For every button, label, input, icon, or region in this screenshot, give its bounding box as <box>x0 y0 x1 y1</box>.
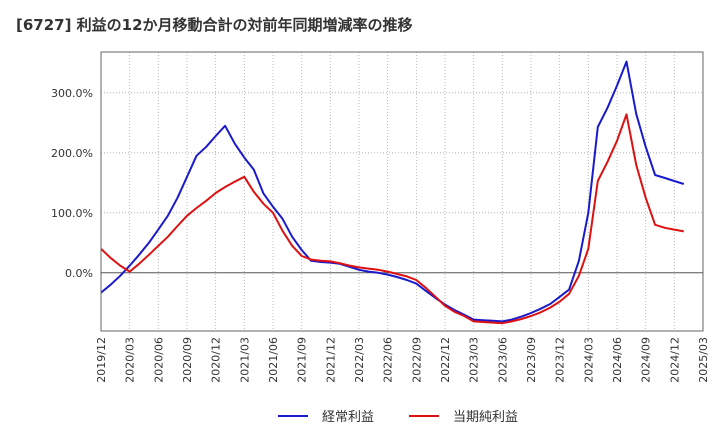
x-tick-label: 2024/12 <box>668 337 681 383</box>
plot-frame <box>100 51 704 332</box>
y-axis-ticks: 0.0% 100.0% 200.0% 300.0% <box>51 87 93 280</box>
x-tick-label: 2020/09 <box>181 337 194 383</box>
x-tick-label: 2023/03 <box>468 337 481 383</box>
legend: 経常利益 当期純利益 <box>278 410 518 425</box>
x-tick-label: 2021/06 <box>267 337 280 383</box>
x-tick-label: 2022/12 <box>439 337 452 383</box>
x-tick-label: 2019/12 <box>95 337 108 383</box>
chart-title: [6727] 利益の12か月移動合計の対前年同期増減率の推移 <box>16 16 413 34</box>
grid-layer <box>100 52 704 331</box>
x-tick-label: 2023/12 <box>554 337 567 383</box>
x-tick-label: 2020/06 <box>152 337 165 383</box>
x-tick-label: 2023/06 <box>496 337 509 383</box>
x-tick-label: 2022/06 <box>382 337 395 383</box>
legend-label: 当期純利益 <box>453 410 518 425</box>
x-tick-label: 2024/03 <box>582 337 595 383</box>
x-tick-label: 2021/12 <box>324 337 337 383</box>
y-tick-label: 200.0% <box>51 147 93 160</box>
y-tick-label: 100.0% <box>51 207 93 220</box>
x-tick-label: 2024/06 <box>611 337 624 383</box>
x-tick-label: 2020/12 <box>210 337 223 383</box>
series-layer <box>100 60 685 325</box>
x-tick-label: 2021/09 <box>296 337 309 383</box>
series-line-toki-jun-rieki <box>100 113 684 325</box>
x-tick-label: 2024/09 <box>640 337 653 383</box>
x-tick-label: 2022/09 <box>410 337 423 383</box>
series-line-keijo-rieki <box>100 60 685 323</box>
legend-label: 経常利益 <box>322 410 374 425</box>
x-tick-label: 2023/09 <box>525 337 538 383</box>
y-tick-label: 300.0% <box>51 87 93 100</box>
x-tick-label: 2021/03 <box>238 337 251 383</box>
x-tick-label: 2025/03 <box>697 337 710 383</box>
x-tick-label: 2022/03 <box>353 337 366 383</box>
x-tick-label: 2020/03 <box>124 337 137 383</box>
x-axis-ticks: 2019/12 2020/03 2020/06 2020/09 2020/12 2021/… <box>95 337 710 383</box>
y-tick-label: 0.0% <box>65 267 93 280</box>
